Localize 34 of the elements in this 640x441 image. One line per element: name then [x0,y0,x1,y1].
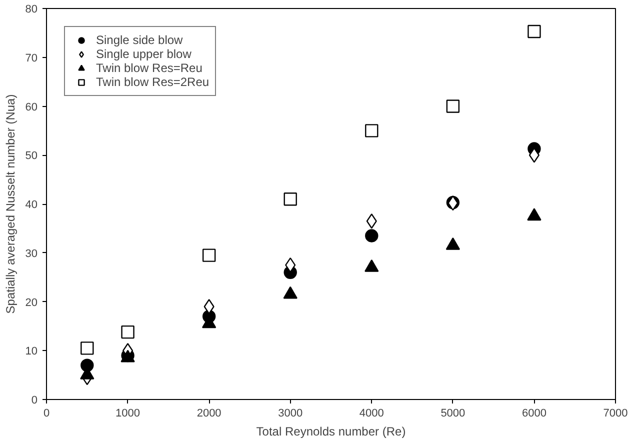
x-tick-label: 7000 [603,408,628,420]
y-axis-title: Spatially averaged Nusselt number (Nua) [3,94,18,314]
point [202,248,216,262]
y-tick-label: 60 [25,101,38,114]
x-tick-label: 1000 [116,408,140,420]
x-tick-label: 0 [43,408,50,420]
point [366,214,377,229]
x-tick-label: 4000 [359,408,384,420]
y-tick-label: 0 [31,394,38,406]
legend-label: Single upper blow [96,47,192,61]
x-tick-label: 2000 [196,408,222,420]
point [80,342,94,355]
point [121,325,134,339]
y-tick-label: 70 [25,52,38,64]
y-tick-label: 50 [25,150,38,162]
x-tick-label: 3000 [278,408,303,420]
point [365,124,378,138]
x-tick-label: 5000 [440,408,466,420]
point [284,192,297,206]
x-tick-label: 6000 [522,408,546,420]
x-axis-title: Total Reynolds number (Re) [256,424,406,438]
legend-label: Twin blow Res=Reu [96,61,202,75]
point [365,229,378,242]
legend-label: Twin blow Res=2Reu [96,75,210,89]
y-tick-label: 20 [25,296,38,309]
point [528,148,540,163]
y-tick-label: 30 [25,248,38,260]
y-tick-label: 80 [25,4,38,16]
legend-label: Single side blow [96,33,183,47]
point [446,100,460,113]
y-tick-label: 40 [25,199,38,211]
point [204,299,214,314]
point [528,24,541,38]
y-tick-label: 10 [25,346,38,358]
